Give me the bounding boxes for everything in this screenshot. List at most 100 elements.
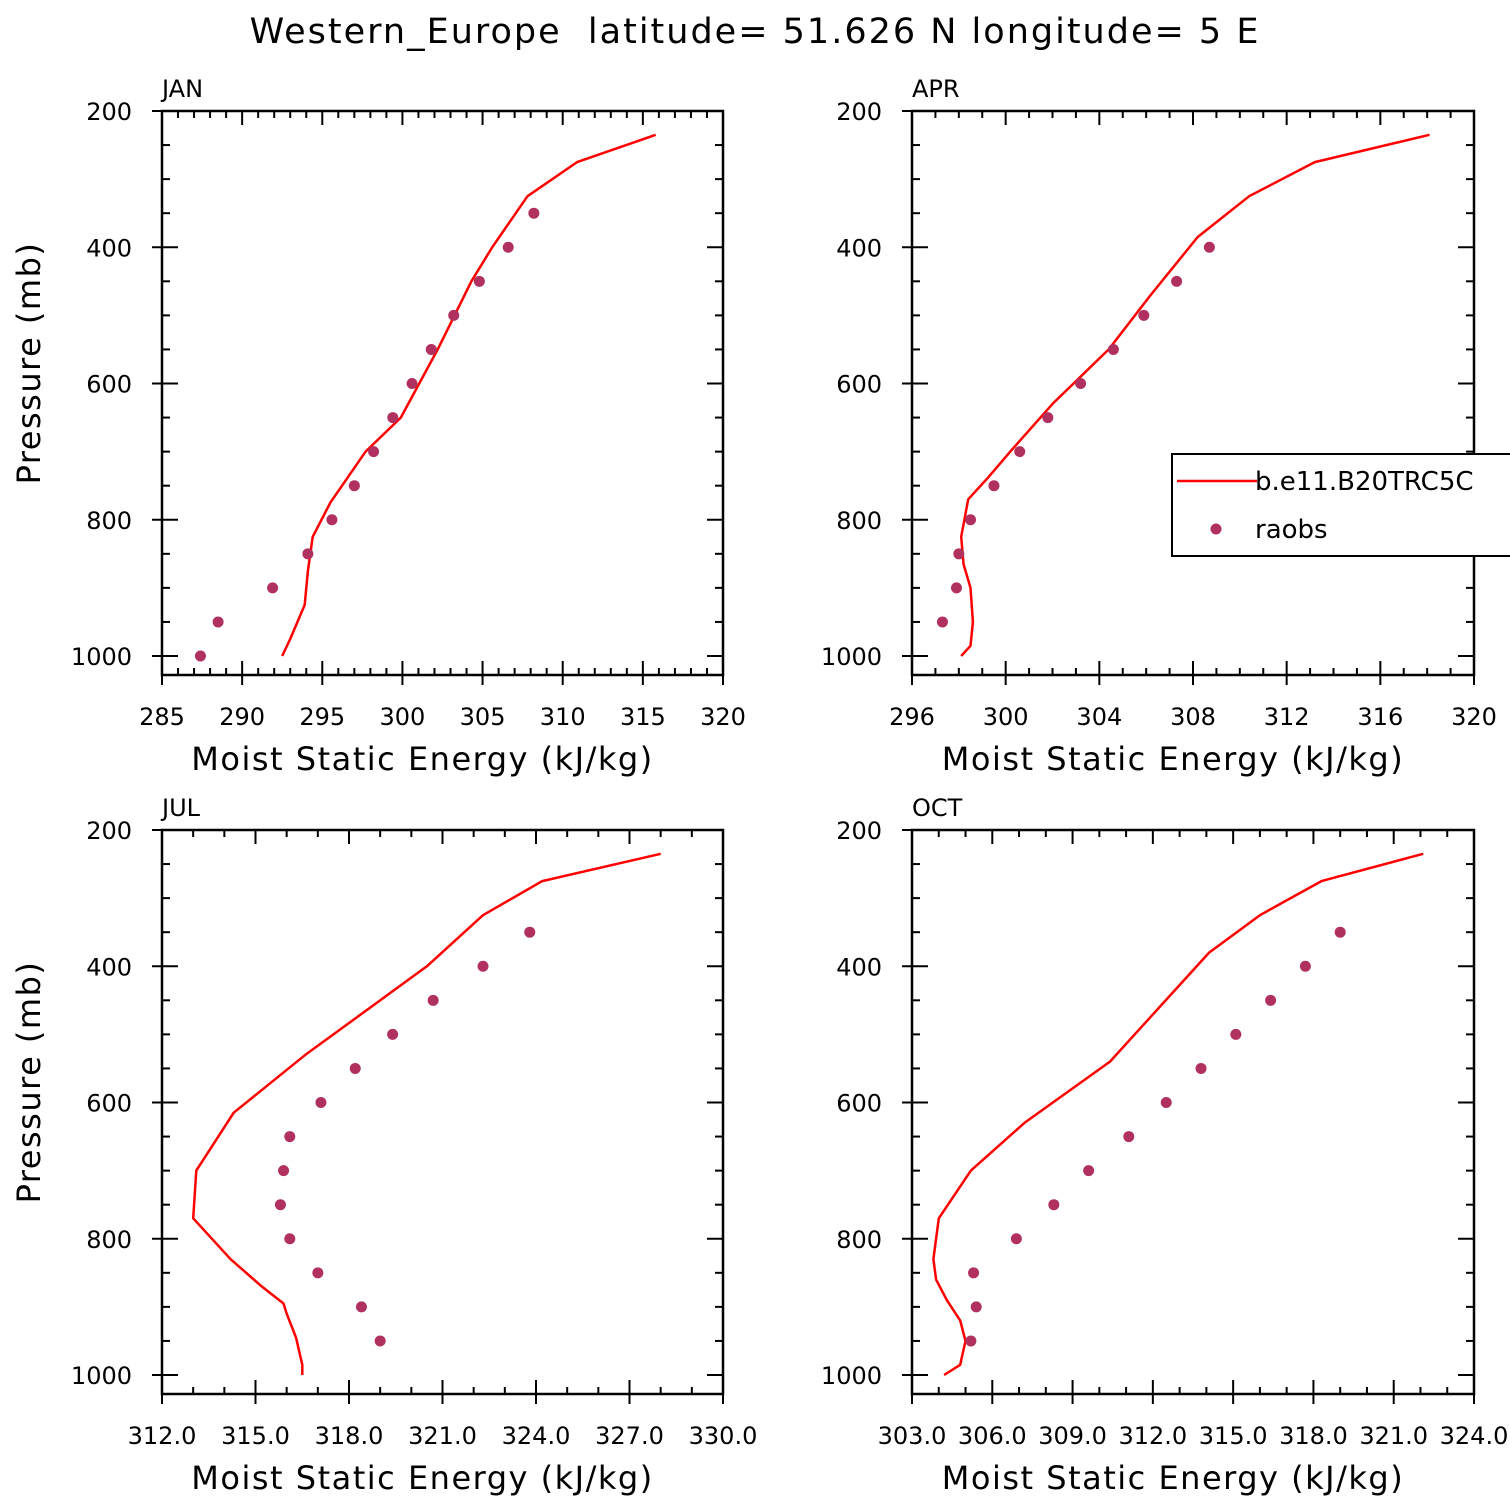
raobs-point <box>988 480 1000 492</box>
raobs-point <box>1203 241 1215 253</box>
x-axis-title: Moist Static Energy (kJ/kg) <box>942 740 1404 778</box>
legend: b.e11.B20TRC5C raobs <box>1171 453 1510 557</box>
y-tick-label: 600 <box>836 1090 882 1118</box>
raobs-point <box>965 514 977 526</box>
x-tick-label: 316 <box>1357 703 1403 731</box>
raobs-point <box>274 1199 286 1211</box>
series-group <box>936 133 1430 657</box>
raobs-point <box>1010 1233 1022 1245</box>
raobs-point <box>477 960 489 972</box>
y-tick-label: 800 <box>86 507 132 535</box>
y-tick-label: 600 <box>86 371 132 399</box>
panel-apr: APR 296 300 304 308 312 316 320 200 400 600 800 1000… <box>821 75 1510 778</box>
y-tick-label: 1000 <box>71 1362 132 1390</box>
y-tick-label: 600 <box>836 371 882 399</box>
y-tick-label: 400 <box>836 234 882 262</box>
plot-frame <box>160 109 725 677</box>
x-tick-label: 315.0 <box>1199 1422 1268 1450</box>
raobs-point <box>406 378 418 389</box>
x-tick-label: 308 <box>1170 703 1216 731</box>
y-axis-title: Pressure (mb) <box>10 242 48 485</box>
raobs-point <box>1160 1097 1172 1108</box>
raobs-point <box>1123 1131 1135 1143</box>
y-tick-label: 800 <box>86 1226 132 1254</box>
x-tick-label: 321.0 <box>408 1422 477 1450</box>
raobs-point <box>312 1267 324 1279</box>
x-tick-label: 318.0 <box>315 1422 384 1450</box>
x-tick-label: 312 <box>1264 703 1310 731</box>
x-tick-label: 303.0 <box>878 1422 947 1450</box>
raobs-point <box>212 616 224 628</box>
model-profile-line <box>281 133 657 657</box>
x-tick-label: 306.0 <box>958 1422 1027 1450</box>
panel-label: JAN <box>160 75 203 103</box>
raobs-point <box>1230 1028 1242 1040</box>
raobs-point <box>387 1028 399 1040</box>
x-tick-label: 305 <box>460 703 506 731</box>
x-tick-label: 290 <box>219 703 265 731</box>
x-axis-title: Moist Static Energy (kJ/kg) <box>942 1459 1404 1497</box>
legend-box <box>1171 453 1510 557</box>
raobs-point <box>427 994 439 1006</box>
raobs-point <box>355 1301 367 1313</box>
x-tick-label: 324.0 <box>1440 1422 1509 1450</box>
raobs-point <box>1083 1165 1095 1177</box>
raobs-point <box>1075 378 1087 389</box>
plot-frame <box>910 828 1476 1396</box>
y-tick-label: 200 <box>836 98 882 126</box>
plot-frame <box>910 109 1476 677</box>
y-tick-label: 1000 <box>821 643 882 671</box>
raobs-point <box>1195 1062 1207 1074</box>
x-tick-label: 321.0 <box>1359 1422 1428 1450</box>
y-tick-label: 400 <box>86 953 132 981</box>
model-profile-line <box>191 852 661 1375</box>
x-tick-label: 327.0 <box>595 1422 664 1450</box>
x-tick-label: 309.0 <box>1038 1422 1107 1450</box>
raobs-point <box>302 548 314 560</box>
raobs-point <box>1334 926 1346 938</box>
y-tick-label: 400 <box>836 953 882 981</box>
x-axis-title: Moist Static Energy (kJ/kg) <box>191 1459 653 1497</box>
raobs-point <box>425 343 437 355</box>
x-tick-label: 318.0 <box>1279 1422 1348 1450</box>
y-tick-label: 1000 <box>821 1362 882 1390</box>
x-tick-label: 312.0 <box>128 1422 197 1450</box>
raobs-point <box>315 1097 327 1108</box>
panel-label: APR <box>912 75 960 103</box>
raobs-point <box>348 480 360 492</box>
raobs-point <box>284 1233 296 1245</box>
series-group <box>191 852 661 1375</box>
raobs-point <box>448 309 460 321</box>
raobs-point <box>950 582 962 594</box>
legend-marker-swatch <box>1210 523 1222 535</box>
raobs-point <box>368 446 380 458</box>
raobs-point <box>528 207 540 219</box>
panel-oct: OCT 303.0 306.0 309.0 312.0 315.0 318.0 321.0 32… <box>821 794 1508 1497</box>
raobs-point <box>194 650 206 662</box>
raobs-point <box>473 275 485 287</box>
raobs-point <box>1299 960 1311 972</box>
y-tick-label: 200 <box>836 817 882 845</box>
y-axis-title: Pressure (mb) <box>10 961 48 1204</box>
raobs-point <box>936 616 948 628</box>
x-tick-label: 315 <box>620 703 666 731</box>
panel-jul: JUL 312.0 315.0 318.0 321.0 324.0 327.0 330.0 20… <box>10 794 757 1497</box>
raobs-point <box>1171 275 1183 287</box>
raobs-point <box>278 1165 290 1177</box>
raobs-point <box>1107 343 1119 355</box>
raobs-point <box>1014 446 1026 458</box>
raobs-point <box>284 1131 296 1143</box>
model-profile-line <box>932 852 1424 1377</box>
raobs-point <box>524 926 536 938</box>
model-profile-line <box>959 133 1430 657</box>
x-tick-label: 300 <box>983 703 1029 731</box>
raobs-point <box>953 548 965 560</box>
y-tick-label: 200 <box>86 817 132 845</box>
panel-jan: JAN 285 290 295 300 305 310 315 320 200 400 600 800 1… <box>10 75 746 778</box>
x-tick-label: 310 <box>540 703 586 731</box>
x-axis-title: Moist Static Energy (kJ/kg) <box>191 740 653 778</box>
figure-title: Western_Europe latitude= 51.626 N longit… <box>249 12 1261 52</box>
plot-frame <box>160 828 725 1396</box>
